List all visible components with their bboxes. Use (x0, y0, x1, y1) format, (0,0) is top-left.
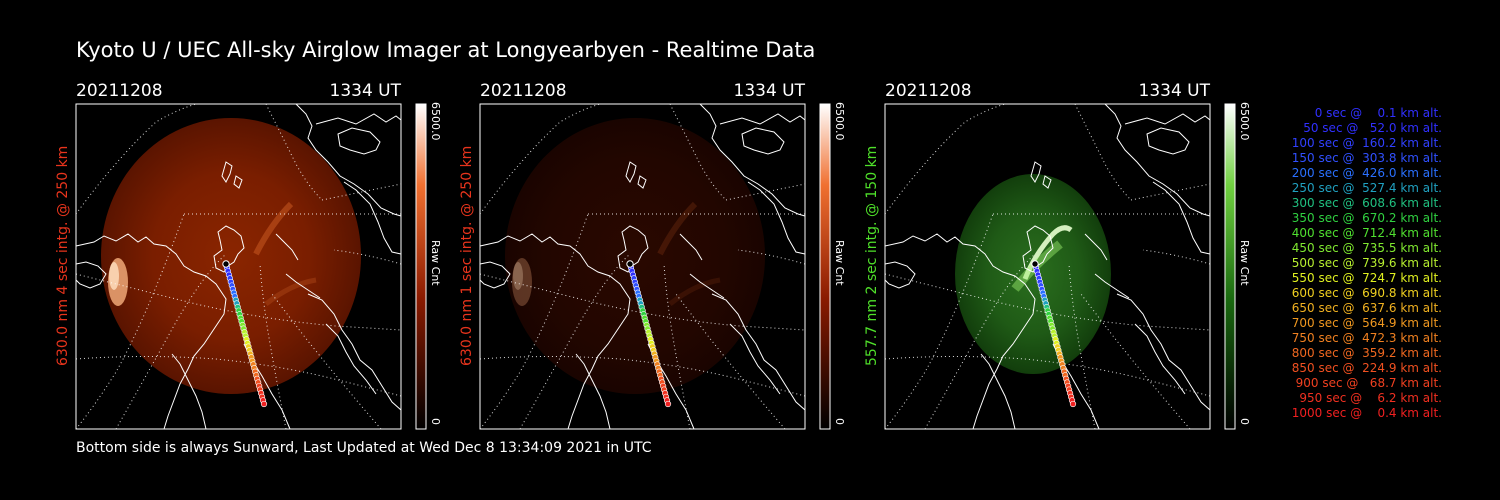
trajectory-point (664, 400, 672, 408)
legend-row: 800 sec @ 359.2 km alt. (1291, 346, 1442, 360)
colorbar (819, 103, 831, 430)
panel-time: 1334 UT (329, 81, 402, 101)
legend-row: 850 sec @ 224.9 km alt. (1291, 361, 1442, 375)
legend-row: 300 sec @ 608.6 km alt. (1291, 196, 1442, 210)
legend-row: 200 sec @ 426.0 km alt. (1291, 166, 1442, 180)
legend-row: 600 sec @ 690.8 km alt. (1291, 286, 1442, 300)
legend-row: 450 sec @ 735.5 km alt. (1291, 241, 1442, 255)
coastline-overlay (884, 103, 1211, 430)
colorbar-max-label: 6500.0 (1238, 102, 1251, 141)
colorbar (415, 103, 427, 430)
panel-wavelength-label: 630.0 nm 4 sec intg. @ 250 km (55, 145, 71, 366)
trajectory-point (260, 400, 268, 408)
graticule-grid (479, 103, 806, 430)
legend-row: 0 sec @ 0.1 km alt. (1314, 106, 1442, 120)
allsky-field-of-view (955, 174, 1111, 374)
graticule-grid (884, 103, 1211, 430)
colorbar-unit-label: Raw Cnt (833, 240, 846, 286)
legend-row: 900 sec @ 68.7 km alt. (1295, 376, 1442, 390)
colorbar-max-label: 6500.0 (833, 102, 846, 141)
legend-row: 550 sec @ 724.7 km alt. (1291, 271, 1442, 285)
legend-row: 950 sec @ 6.2 km alt. (1299, 391, 1442, 405)
colorbar (1224, 103, 1236, 430)
legend-row: 50 sec @ 52.0 km alt. (1303, 121, 1442, 135)
panel-date: 20211208 (76, 81, 163, 101)
legend-row: 750 sec @ 472.3 km alt. (1291, 331, 1442, 345)
allsky-image-panel (479, 103, 806, 430)
allsky-field-of-view (505, 118, 765, 394)
footer-status: Bottom side is always Sunward, Last Upda… (76, 440, 652, 456)
legend-row: 100 sec @ 160.2 km alt. (1291, 136, 1442, 150)
colorbar-min-label: 0 (429, 418, 442, 425)
legend-row: 150 sec @ 303.8 km alt. (1291, 151, 1442, 165)
legend-row: 400 sec @ 712.4 km alt. (1291, 226, 1442, 240)
page-title: Kyoto U / UEC All-sky Airglow Imager at … (76, 38, 816, 62)
allsky-field-of-view (101, 118, 361, 394)
panel-date: 20211208 (480, 81, 567, 101)
trajectory-point (1069, 400, 1077, 408)
trajectory-legend: 0 sec @ 0.1 km alt. 50 sec @ 52.0 km alt.… (1262, 106, 1442, 421)
legend-row: 650 sec @ 637.6 km alt. (1291, 301, 1442, 315)
rocket-trajectory-track (1031, 260, 1077, 408)
legend-row: 250 sec @ 527.4 km alt. (1291, 181, 1442, 195)
panel-time: 1334 UT (1138, 81, 1211, 101)
colorbar-max-label: 6500.0 (429, 102, 442, 141)
rocket-trajectory-track (626, 260, 672, 408)
panel-date: 20211208 (885, 81, 972, 101)
allsky-image-panel (75, 103, 402, 430)
allsky-image-panel (884, 103, 1211, 430)
panel-wavelength-label: 557.7 nm 2 sec intg. @ 150 km (864, 145, 880, 366)
panel-wavelength-label: 630.0 nm 1 sec intg. @ 250 km (459, 145, 475, 366)
legend-row: 1000 sec @ 0.4 km alt. (1291, 406, 1442, 420)
legend-row: 700 sec @ 564.9 km alt. (1291, 316, 1442, 330)
colorbar-unit-label: Raw Cnt (429, 240, 442, 286)
legend-row: 350 sec @ 670.2 km alt. (1291, 211, 1442, 225)
rocket-trajectory-track (222, 260, 268, 408)
legend-row: 500 sec @ 739.6 km alt. (1291, 256, 1442, 270)
colorbar-min-label: 0 (1238, 418, 1251, 425)
colorbar-unit-label: Raw Cnt (1238, 240, 1251, 286)
graticule-grid (75, 103, 402, 430)
colorbar-min-label: 0 (833, 418, 846, 425)
panel-time: 1334 UT (733, 81, 806, 101)
